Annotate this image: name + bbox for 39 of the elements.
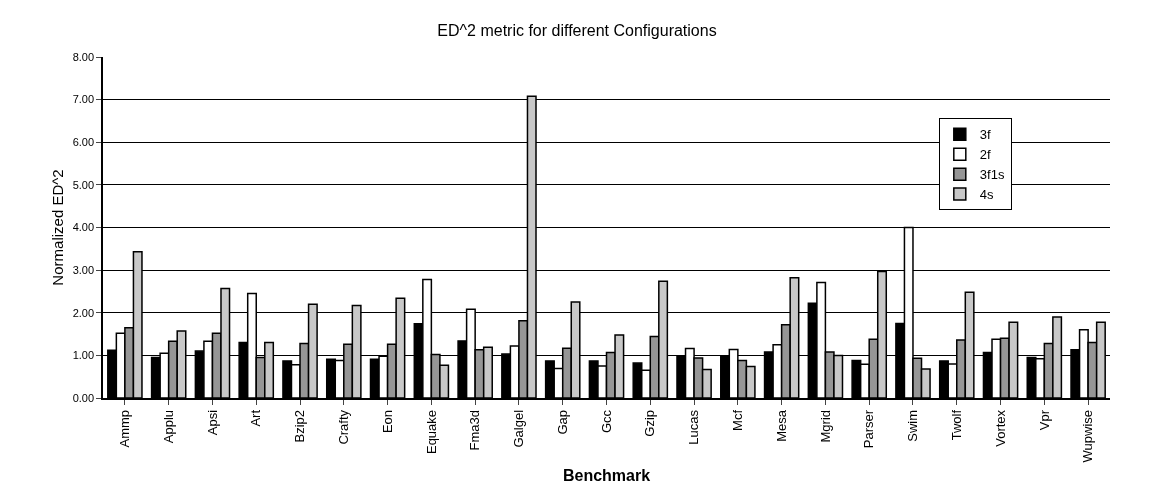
x-tick-label: Gap bbox=[554, 409, 570, 435]
x-tick-label: Galgel bbox=[511, 409, 527, 448]
legend-label: 3f1s bbox=[979, 167, 1005, 183]
x-tick-label: Art bbox=[248, 409, 264, 427]
x-tick-label: Mgrid bbox=[817, 409, 833, 443]
x-tick-label: Crafty bbox=[336, 409, 352, 445]
y-tick-label: 2.00 bbox=[72, 306, 95, 319]
x-tick-label: Swim bbox=[905, 409, 921, 442]
x-axis-title: Benchmark bbox=[562, 466, 651, 484]
x-tick-label: Mcf bbox=[730, 409, 746, 431]
legend-label: 4s bbox=[979, 187, 995, 203]
y-tick-label: 1.00 bbox=[72, 349, 95, 362]
x-tick-label: Bzip2 bbox=[292, 409, 308, 443]
y-tick-label: 8.00 bbox=[72, 50, 95, 63]
x-tick-label: Wupwise bbox=[1080, 409, 1096, 463]
x-tick-label: Fma3d bbox=[467, 409, 483, 451]
chart-title: ED^2 metric for different Configurations bbox=[437, 21, 717, 39]
x-tick-label: Gzip bbox=[642, 409, 658, 437]
x-tick-label: Vortex bbox=[992, 409, 1008, 447]
x-tick-label: Lucas bbox=[686, 409, 702, 445]
x-tick-label: Gcc bbox=[598, 409, 614, 434]
legend-label: 2f bbox=[979, 147, 992, 163]
x-tick-label: Equake bbox=[423, 409, 439, 455]
y-tick-label: 0.00 bbox=[72, 391, 95, 404]
x-tick-label: Mesa bbox=[773, 409, 789, 442]
x-tick-label: Ammp bbox=[117, 409, 133, 448]
y-tick-label: 4.00 bbox=[72, 221, 95, 234]
x-tick-label: Vpr bbox=[1036, 409, 1052, 431]
y-tick-label: 7.00 bbox=[72, 93, 95, 106]
x-tick-label: Twolf bbox=[948, 409, 964, 441]
y-tick-label: 5.00 bbox=[72, 178, 95, 191]
x-tick-label: Eon bbox=[379, 409, 395, 434]
y-axis-title: Normalized ED^2 bbox=[48, 169, 66, 286]
y-tick-label: 3.00 bbox=[72, 263, 95, 276]
y-tick-label: 6.00 bbox=[72, 136, 95, 149]
legend-label: 3f bbox=[979, 127, 992, 143]
x-tick-label: Applu bbox=[160, 409, 176, 444]
x-tick-label: Parser bbox=[861, 409, 877, 449]
x-tick-label: Apsi bbox=[204, 409, 220, 436]
